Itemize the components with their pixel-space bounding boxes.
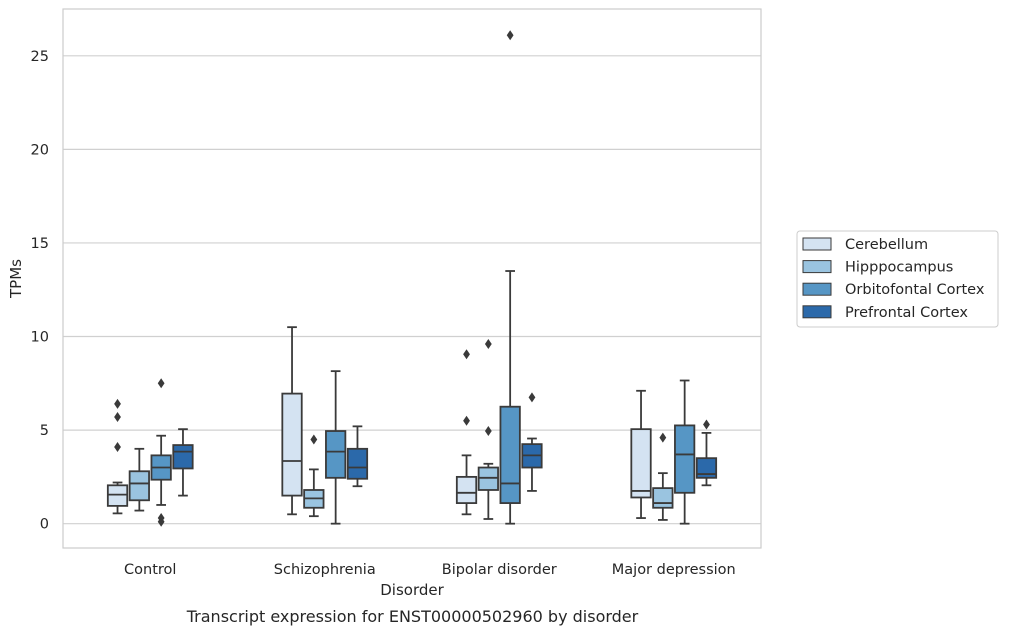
legend-label: Hipppocampus <box>845 260 953 276</box>
box-group <box>303 434 325 518</box>
outlier-point <box>463 415 470 426</box>
legend-swatch <box>802 260 832 274</box>
legend: Cerebellum Hipppocampus Orbitofontal Corte… <box>796 230 999 328</box>
box-group <box>477 339 499 520</box>
box-group <box>281 326 303 516</box>
plot-frame <box>62 8 762 549</box>
x-tick-label: Major depression <box>612 562 736 578</box>
outlier-point <box>157 513 165 524</box>
box <box>325 430 347 479</box>
y-tick-label: 10 <box>31 330 49 346</box>
box-group <box>521 392 543 492</box>
box <box>695 457 718 479</box>
legend-swatch <box>802 237 832 251</box>
chart-caption: Transcript expression for ENST0000050296… <box>186 607 639 626</box>
x-axis-title: Disorder <box>380 581 444 599</box>
legend-label: Orbitofontal Cortex <box>845 282 985 298</box>
box-groups <box>106 30 718 527</box>
outlier-point <box>114 398 121 409</box>
box <box>128 470 150 502</box>
box-group <box>455 349 478 516</box>
outlier-point <box>114 441 121 452</box>
y-tick-label: 25 <box>31 49 49 65</box>
outlier-point <box>157 378 165 389</box>
legend-frame <box>796 230 999 328</box>
box <box>455 475 478 504</box>
outlier-point <box>310 434 318 445</box>
outlier-point <box>114 411 121 422</box>
box <box>172 444 194 470</box>
box-group <box>674 379 696 525</box>
box <box>630 428 652 499</box>
outlier-point <box>484 426 492 437</box>
box-group <box>652 432 674 521</box>
y-axis-title: TPMs <box>7 259 25 299</box>
box <box>499 405 521 504</box>
outlier-point <box>703 419 710 430</box>
x-tick-label: Schizophrenia <box>274 562 376 578</box>
box <box>346 447 369 480</box>
legend-label: Cerebellum <box>845 237 928 253</box>
box <box>674 424 696 494</box>
legend-swatch <box>802 305 832 319</box>
y-tick-label: 20 <box>31 142 49 158</box>
box-group <box>346 425 369 488</box>
box <box>281 392 303 497</box>
y-tick-label: 0 <box>40 517 49 533</box>
y-tick-label: 5 <box>40 423 49 439</box>
outlier-point <box>484 339 492 350</box>
y-axis-ticks: 0 5 10 15 20 25 <box>31 49 49 533</box>
box <box>477 466 499 491</box>
box-group <box>106 398 129 515</box>
x-axis-ticks: Control Schizophrenia Bipolar disorder Majo… <box>124 562 736 578</box>
box-group <box>325 370 347 525</box>
box <box>652 487 674 509</box>
box-group <box>172 428 194 497</box>
x-tick-label: Bipolar disorder <box>442 562 557 578</box>
box-group <box>150 378 172 527</box>
y-tick-label: 15 <box>31 236 49 252</box>
box-group <box>499 30 521 525</box>
box-group <box>695 419 718 487</box>
outlier-point <box>528 392 536 403</box>
legend-label: Prefrontal Cortex <box>845 305 968 321</box>
outlier-point <box>463 349 470 360</box>
outlier-point <box>506 30 514 41</box>
outlier-point <box>659 432 667 443</box>
box-group <box>630 389 652 519</box>
gridlines <box>63 55 761 525</box>
box <box>106 484 129 507</box>
x-tick-label: Control <box>124 562 176 578</box>
legend-swatch <box>802 282 832 296</box>
box-group <box>128 447 150 512</box>
